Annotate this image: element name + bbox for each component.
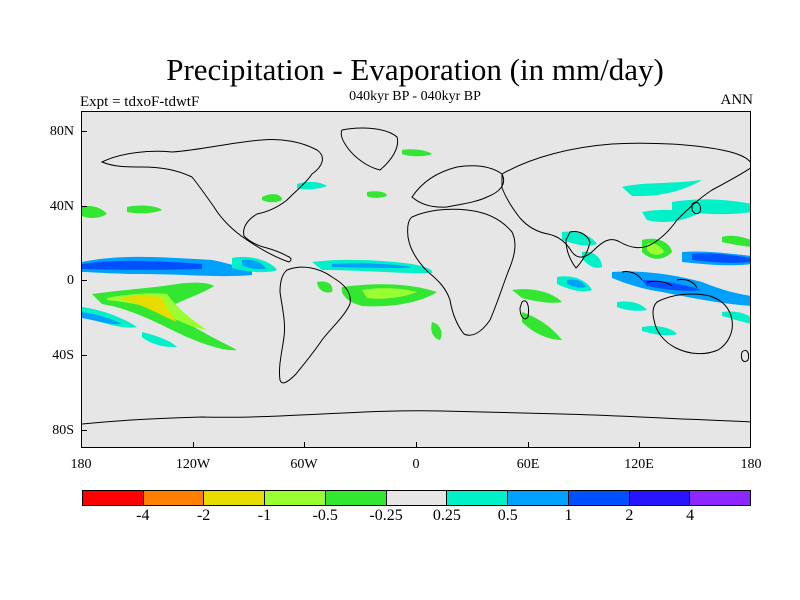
lat-label-80n: 80N — [49, 124, 74, 139]
legend-swatch — [325, 491, 387, 505]
lon-label-120w: 120W — [175, 457, 211, 472]
pme-field — [82, 149, 750, 351]
lat-label-80s: 80S — [52, 423, 74, 438]
legend-label: 0.25 — [432, 507, 461, 524]
legend-swatch — [143, 491, 205, 505]
lat-tick — [81, 280, 87, 281]
legend-swatch — [690, 491, 751, 505]
lon-label-180w: 180 — [70, 457, 92, 472]
map-title: Precipitation - Evaporation (in mm/day) — [166, 52, 664, 87]
legend-label: -1 — [257, 507, 272, 524]
lat-tick — [81, 430, 87, 431]
map-subtitle: 040kyr BP - 040kyr BP — [349, 89, 481, 104]
legend-swatch — [83, 491, 144, 505]
season-label: ANN — [720, 92, 754, 108]
legend-swatch — [508, 491, 569, 505]
lon-label-180e: 180 — [740, 457, 762, 472]
lon-tick — [639, 442, 640, 448]
color-legend — [82, 490, 751, 506]
lat-tick — [81, 355, 87, 356]
experiment-label: Expt = tdxoF-tdwtF — [80, 94, 200, 110]
lon-label-120e: 120E — [624, 457, 654, 472]
lat-tick — [81, 206, 87, 207]
lon-tick — [193, 442, 194, 448]
legend-swatch — [265, 491, 326, 505]
lat-label-40n: 40N — [49, 199, 74, 214]
lat-label-40s: 40S — [52, 348, 74, 363]
legend-label: -2 — [196, 507, 211, 524]
map-plot-area — [81, 111, 751, 448]
lon-tick — [304, 442, 305, 448]
lon-label-60w: 60W — [290, 457, 318, 472]
legend-label: 0.5 — [497, 507, 518, 524]
legend-swatch — [204, 491, 266, 505]
legend-swatch — [568, 491, 630, 505]
legend-label: 2 — [625, 507, 634, 524]
legend-label: -0.5 — [312, 507, 338, 524]
legend-label: -4 — [136, 507, 150, 524]
lat-label-0: 0 — [67, 273, 74, 288]
lat-tick — [81, 131, 87, 132]
legend-label: 1 — [564, 507, 573, 524]
lon-label-0: 0 — [412, 457, 420, 472]
lon-label-60e: 60E — [516, 457, 540, 472]
world-map — [82, 127, 750, 425]
legend-label: 4 — [686, 507, 695, 524]
legend-label: -0.25 — [369, 507, 403, 524]
legend-swatch — [447, 491, 509, 505]
coastlines — [82, 127, 750, 425]
legend-swatch — [386, 491, 448, 505]
lon-tick — [416, 442, 417, 448]
lon-tick — [528, 442, 529, 448]
legend-swatch — [629, 491, 691, 505]
